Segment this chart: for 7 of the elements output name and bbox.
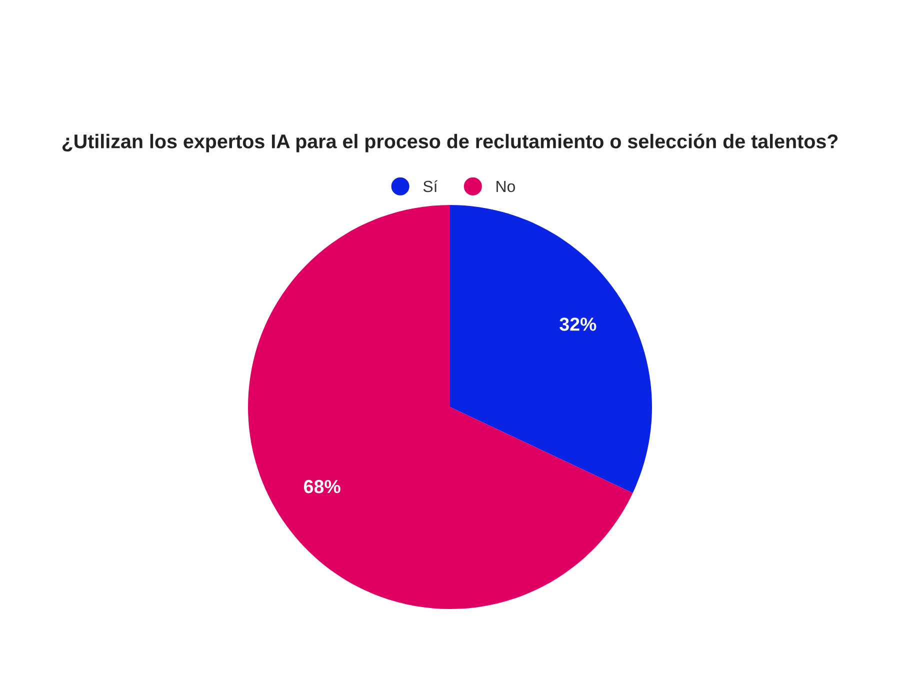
data-label: 32% [560, 318, 596, 331]
chart-title: ¿Utilizan los expertos IA para el proceso de reclutamiento o selección de talentos? [62, 134, 838, 152]
legend-label: No [496, 180, 515, 192]
pie-slice [248, 205, 633, 609]
legend-label: Sí [423, 180, 438, 192]
pie-slice [450, 205, 652, 494]
data-label: 68% [304, 480, 340, 494]
